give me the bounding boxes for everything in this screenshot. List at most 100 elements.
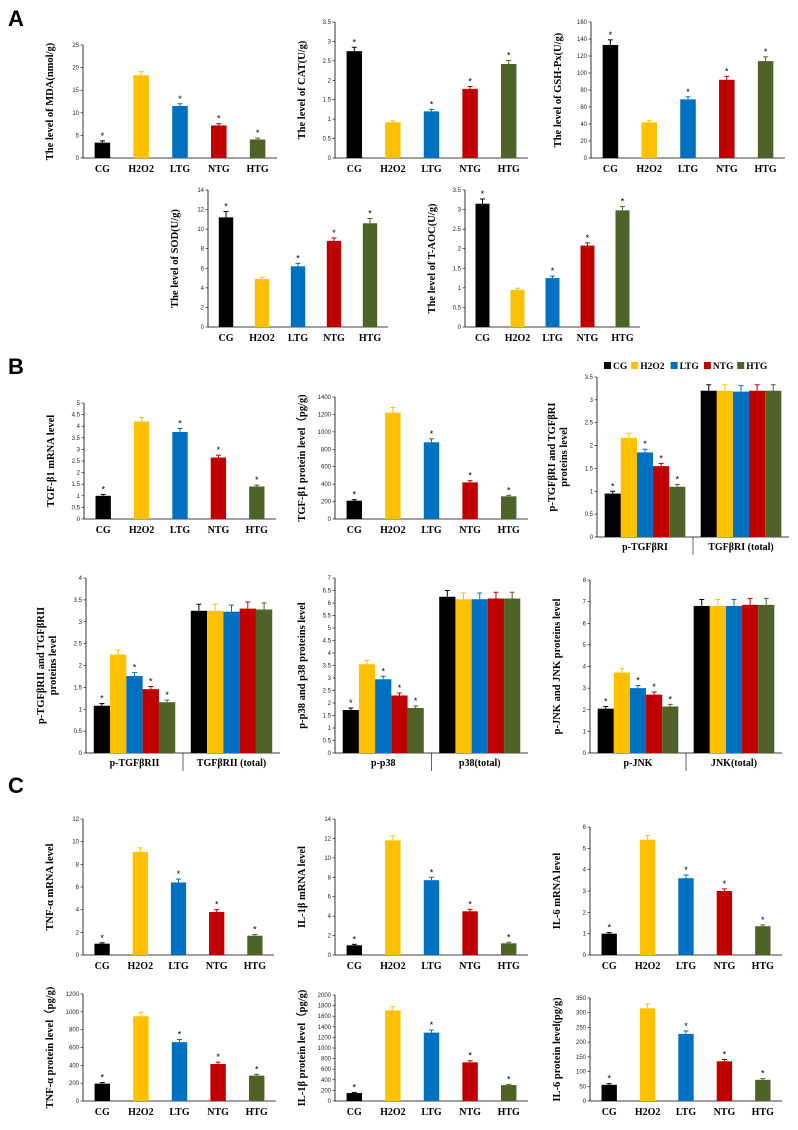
x-tick-label-ltg: LTG bbox=[421, 1107, 441, 1118]
y-tick-label: 3 bbox=[590, 398, 594, 404]
x-tick-label-h2o2: H2O2 bbox=[505, 333, 531, 344]
bar-htg bbox=[500, 943, 517, 955]
y-axis-title: IL-1β protein level（pg/g) bbox=[295, 989, 308, 1106]
x-tick-label-h2o2: H2O2 bbox=[128, 164, 154, 175]
legend-swatch-ltg bbox=[670, 362, 678, 369]
y-tick-label: 4.5 bbox=[323, 639, 332, 645]
bar-cg bbox=[346, 945, 363, 955]
y-tick-label: 1.5 bbox=[453, 266, 462, 272]
bar-ntg bbox=[646, 694, 663, 753]
y-tick-label: 2 bbox=[76, 930, 80, 936]
significance-star: * bbox=[216, 1052, 220, 1062]
y-tick-label: 5.5 bbox=[323, 614, 332, 620]
significance-star: * bbox=[430, 1020, 434, 1030]
y-tick-label: 10 bbox=[197, 227, 204, 233]
significance-star: * bbox=[101, 484, 105, 494]
x-group-label: p-JNK bbox=[624, 758, 653, 769]
y-tick-label: 1000 bbox=[318, 1046, 332, 1052]
y-tick-label: 100 bbox=[577, 71, 588, 77]
y-axis-title: TNF-α protein level（pg/g) bbox=[43, 986, 56, 1108]
significance-star: * bbox=[723, 879, 727, 889]
y-tick-label: 200 bbox=[321, 1088, 332, 1094]
y-tick-label: 80 bbox=[580, 88, 587, 94]
y-tick-label: 3 bbox=[583, 686, 587, 692]
significance-star: * bbox=[178, 1029, 182, 1039]
x-tick-label-htg: HTG bbox=[246, 525, 268, 536]
bar-ntg bbox=[487, 598, 505, 753]
x-tick-label-cg: CG bbox=[219, 333, 234, 344]
y-tick-label: 1.5 bbox=[585, 466, 594, 472]
significance-star: * bbox=[686, 87, 690, 97]
bar-htg bbox=[500, 1085, 517, 1101]
x-tick-label-ltg: LTG bbox=[421, 525, 441, 536]
significance-star: * bbox=[725, 66, 729, 76]
y-tick-label: 5 bbox=[328, 626, 332, 632]
y-tick-label: 300 bbox=[576, 1011, 587, 1017]
significance-star: * bbox=[296, 253, 300, 263]
y-tick-label: 3.5 bbox=[453, 188, 462, 194]
bar-htg bbox=[249, 139, 266, 158]
chart-tnfprot: 0 200 400 600 800 1000 1200 TNF-α protein level… bbox=[43, 986, 276, 1118]
significance-star: * bbox=[607, 1074, 611, 1084]
bar-cg bbox=[601, 1084, 617, 1101]
y-tick-label: 4 bbox=[201, 286, 205, 292]
x-tick-label-ntg: NTG bbox=[208, 164, 230, 175]
significance-star: * bbox=[761, 915, 765, 925]
y-tick-label: 0 bbox=[77, 517, 81, 523]
x-group-label: JNK(total) bbox=[711, 758, 757, 769]
bar-ntg bbox=[580, 245, 595, 327]
x-tick-label-ltg: LTG bbox=[170, 525, 190, 536]
bar-ntg bbox=[462, 482, 478, 519]
y-tick-label: 4 bbox=[583, 665, 587, 671]
significance-star: * bbox=[507, 50, 511, 60]
x-tick-label-cg: CG bbox=[347, 1107, 362, 1118]
section-label-a: A bbox=[8, 6, 24, 31]
bar-cg bbox=[94, 1083, 111, 1101]
x-tick-label-htg: HTG bbox=[246, 164, 268, 175]
bar-ltg bbox=[629, 688, 647, 753]
bar-ntg bbox=[462, 1062, 478, 1101]
y-tick-label: 12 bbox=[72, 817, 79, 823]
y-tick-label: 6.5 bbox=[323, 589, 332, 595]
bar-ntg bbox=[326, 240, 342, 327]
y-tick-label: 1 bbox=[458, 286, 462, 292]
bar-ltg bbox=[471, 599, 488, 753]
significance-star: * bbox=[723, 1050, 727, 1060]
y-tick-label: 0 bbox=[201, 325, 205, 331]
bar-ntg bbox=[142, 689, 159, 753]
y-axis-title: The level of CAT(U/g) bbox=[297, 40, 308, 139]
chart-tgfmrna: 0 0.5 1 1.5 2 2.5 3 3.5 4 4.5 5 TGF-β1 mRNA level * C… bbox=[46, 401, 276, 536]
bar-ntg bbox=[742, 604, 759, 753]
bar-h2o2 bbox=[385, 1010, 401, 1101]
bar-htg bbox=[500, 496, 517, 519]
significance-star: * bbox=[368, 208, 372, 218]
x-tick-label-ntg: NTG bbox=[577, 333, 599, 344]
y-tick-label: 20 bbox=[580, 139, 587, 145]
chart-il6mrna: 0 1 2 3 4 5 6 IL-6 mRNA level * CG H2O2 * LTG * NTG * HT… bbox=[552, 825, 782, 972]
y-axis-title: p-TGFβRII and TGFβRII bbox=[36, 607, 47, 724]
x-tick-label-h2o2: H2O2 bbox=[635, 1107, 661, 1118]
bar-h2o2 bbox=[620, 437, 637, 537]
bar-htg bbox=[662, 706, 679, 753]
y-tick-label: 60 bbox=[580, 105, 587, 111]
y-tick-label: 3 bbox=[583, 889, 587, 895]
significance-star: * bbox=[607, 923, 611, 933]
bar-htg bbox=[755, 926, 771, 955]
bar-ntg bbox=[210, 1063, 226, 1101]
legend-swatch-ntg bbox=[703, 362, 711, 369]
chart-sod: 0 2 4 6 8 10 12 14 The level of SOD(U/g) * CG H2O2 *… bbox=[170, 188, 388, 344]
significance-star: * bbox=[684, 865, 688, 875]
x-tick-label-cg: CG bbox=[347, 525, 362, 536]
y-tick-label: 3 bbox=[458, 208, 462, 214]
y-tick-label: 12 bbox=[197, 208, 204, 214]
bar-cg bbox=[597, 708, 614, 753]
x-tick-label-h2o2: H2O2 bbox=[380, 961, 406, 972]
chart-gsh: 0 20 40 60 80 100 120 140 160 The level of GSH-Px… bbox=[553, 20, 785, 175]
significance-star: * bbox=[217, 445, 221, 455]
x-tick-label-htg: HTG bbox=[498, 525, 520, 536]
x-tick-label-ntg: NTG bbox=[459, 164, 481, 175]
significance-star: * bbox=[468, 899, 472, 909]
bar-ltg bbox=[126, 676, 143, 753]
y-tick-label: 0 bbox=[328, 156, 332, 162]
